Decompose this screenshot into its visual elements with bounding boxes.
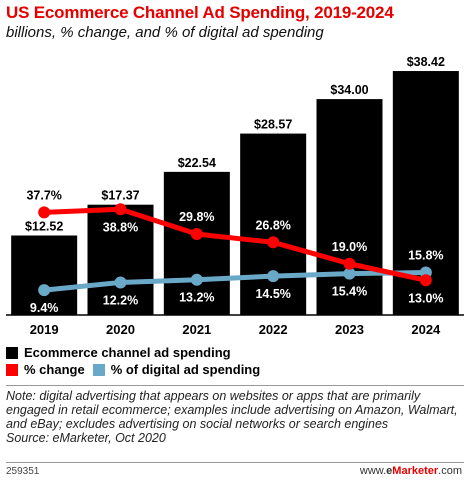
share-point [267,270,280,283]
x-tick-label: 2023 [335,322,364,337]
change-point [343,257,356,270]
legend-label-share: % of digital ad spending [110,362,261,377]
bar-value-label: $34.00 [330,83,368,97]
x-tick-label: 2022 [259,322,288,337]
x-tick-label: 2020 [106,322,135,337]
share-value-label: 9.4% [30,301,59,315]
share-value-label: 15.8% [408,249,443,263]
divider-top [6,385,464,386]
brand-name: Marketer [392,465,439,477]
change-point [267,236,280,249]
bar-value-label: $12.52 [25,219,63,233]
bar-2019 [11,235,78,315]
change-value-label: 26.8% [255,218,290,232]
share-point [38,284,51,297]
share-point [114,276,127,289]
bar-value-label: $22.54 [178,156,216,170]
divider-bottom [6,462,464,463]
bar-2022 [240,133,307,315]
share-value-label: 15.4% [332,285,367,299]
bar-value-label: $38.42 [407,55,445,69]
share-point [343,267,356,280]
change-value-label: 19.0% [332,240,367,254]
bar-2020 [87,204,154,315]
change-value-label: 13.0% [408,291,443,305]
source-text: Source: eMarketer, Oct 2020 [6,431,166,445]
bar-value-label: $28.57 [254,118,292,132]
change-point [419,274,432,287]
change-point [190,228,203,241]
bar-2023 [316,99,383,315]
x-tick-label: 2021 [182,322,211,337]
share-value-label: 12.2% [103,293,138,307]
legend-label-change: % change [24,362,85,377]
x-tick-label: 2019 [30,322,59,337]
note-text: Note: digital advertising that appears o… [6,389,458,431]
change-line [41,206,429,283]
share-value-label: 13.2% [179,291,214,305]
brand-suffix: .com [438,465,462,477]
change-value-label: 38.8% [103,220,138,234]
share-point [190,273,203,286]
legend-swatch-bars [6,346,18,359]
bar-value-label: $17.37 [101,189,139,203]
brand-prefix: www. [359,465,387,477]
x-tick-label: 2024 [411,322,441,337]
share-value-label: 14.5% [255,287,290,301]
emarketer-logo: www.eMarketer.com [360,465,462,477]
chart-title: US Ecommerce Channel Ad Spending, 2019-2… [6,3,394,22]
legend-label-bars: Ecommerce channel ad spending [24,345,231,360]
change-point [114,203,127,216]
footnote: Note: digital advertising that appears o… [6,389,466,445]
change-value-label: 29.8% [179,210,214,224]
bar-2021 [163,171,230,315]
chart-subtitle: billions, % change, and % of digital ad … [6,24,324,41]
share-line [41,270,429,293]
chart-area: $12.52 $17.37 $22.54 $28.57 $34.00 $38.42 2019… [6,55,464,337]
chart-id: 259351 [6,466,40,477]
legend-swatch-change [6,363,18,376]
change-point [38,206,51,219]
legend: Ecommerce channel ad spending % change %… [6,344,260,378]
legend-swatch-share [92,363,105,376]
change-value-label: 37.7% [26,188,61,202]
brand-e: e [386,465,393,477]
